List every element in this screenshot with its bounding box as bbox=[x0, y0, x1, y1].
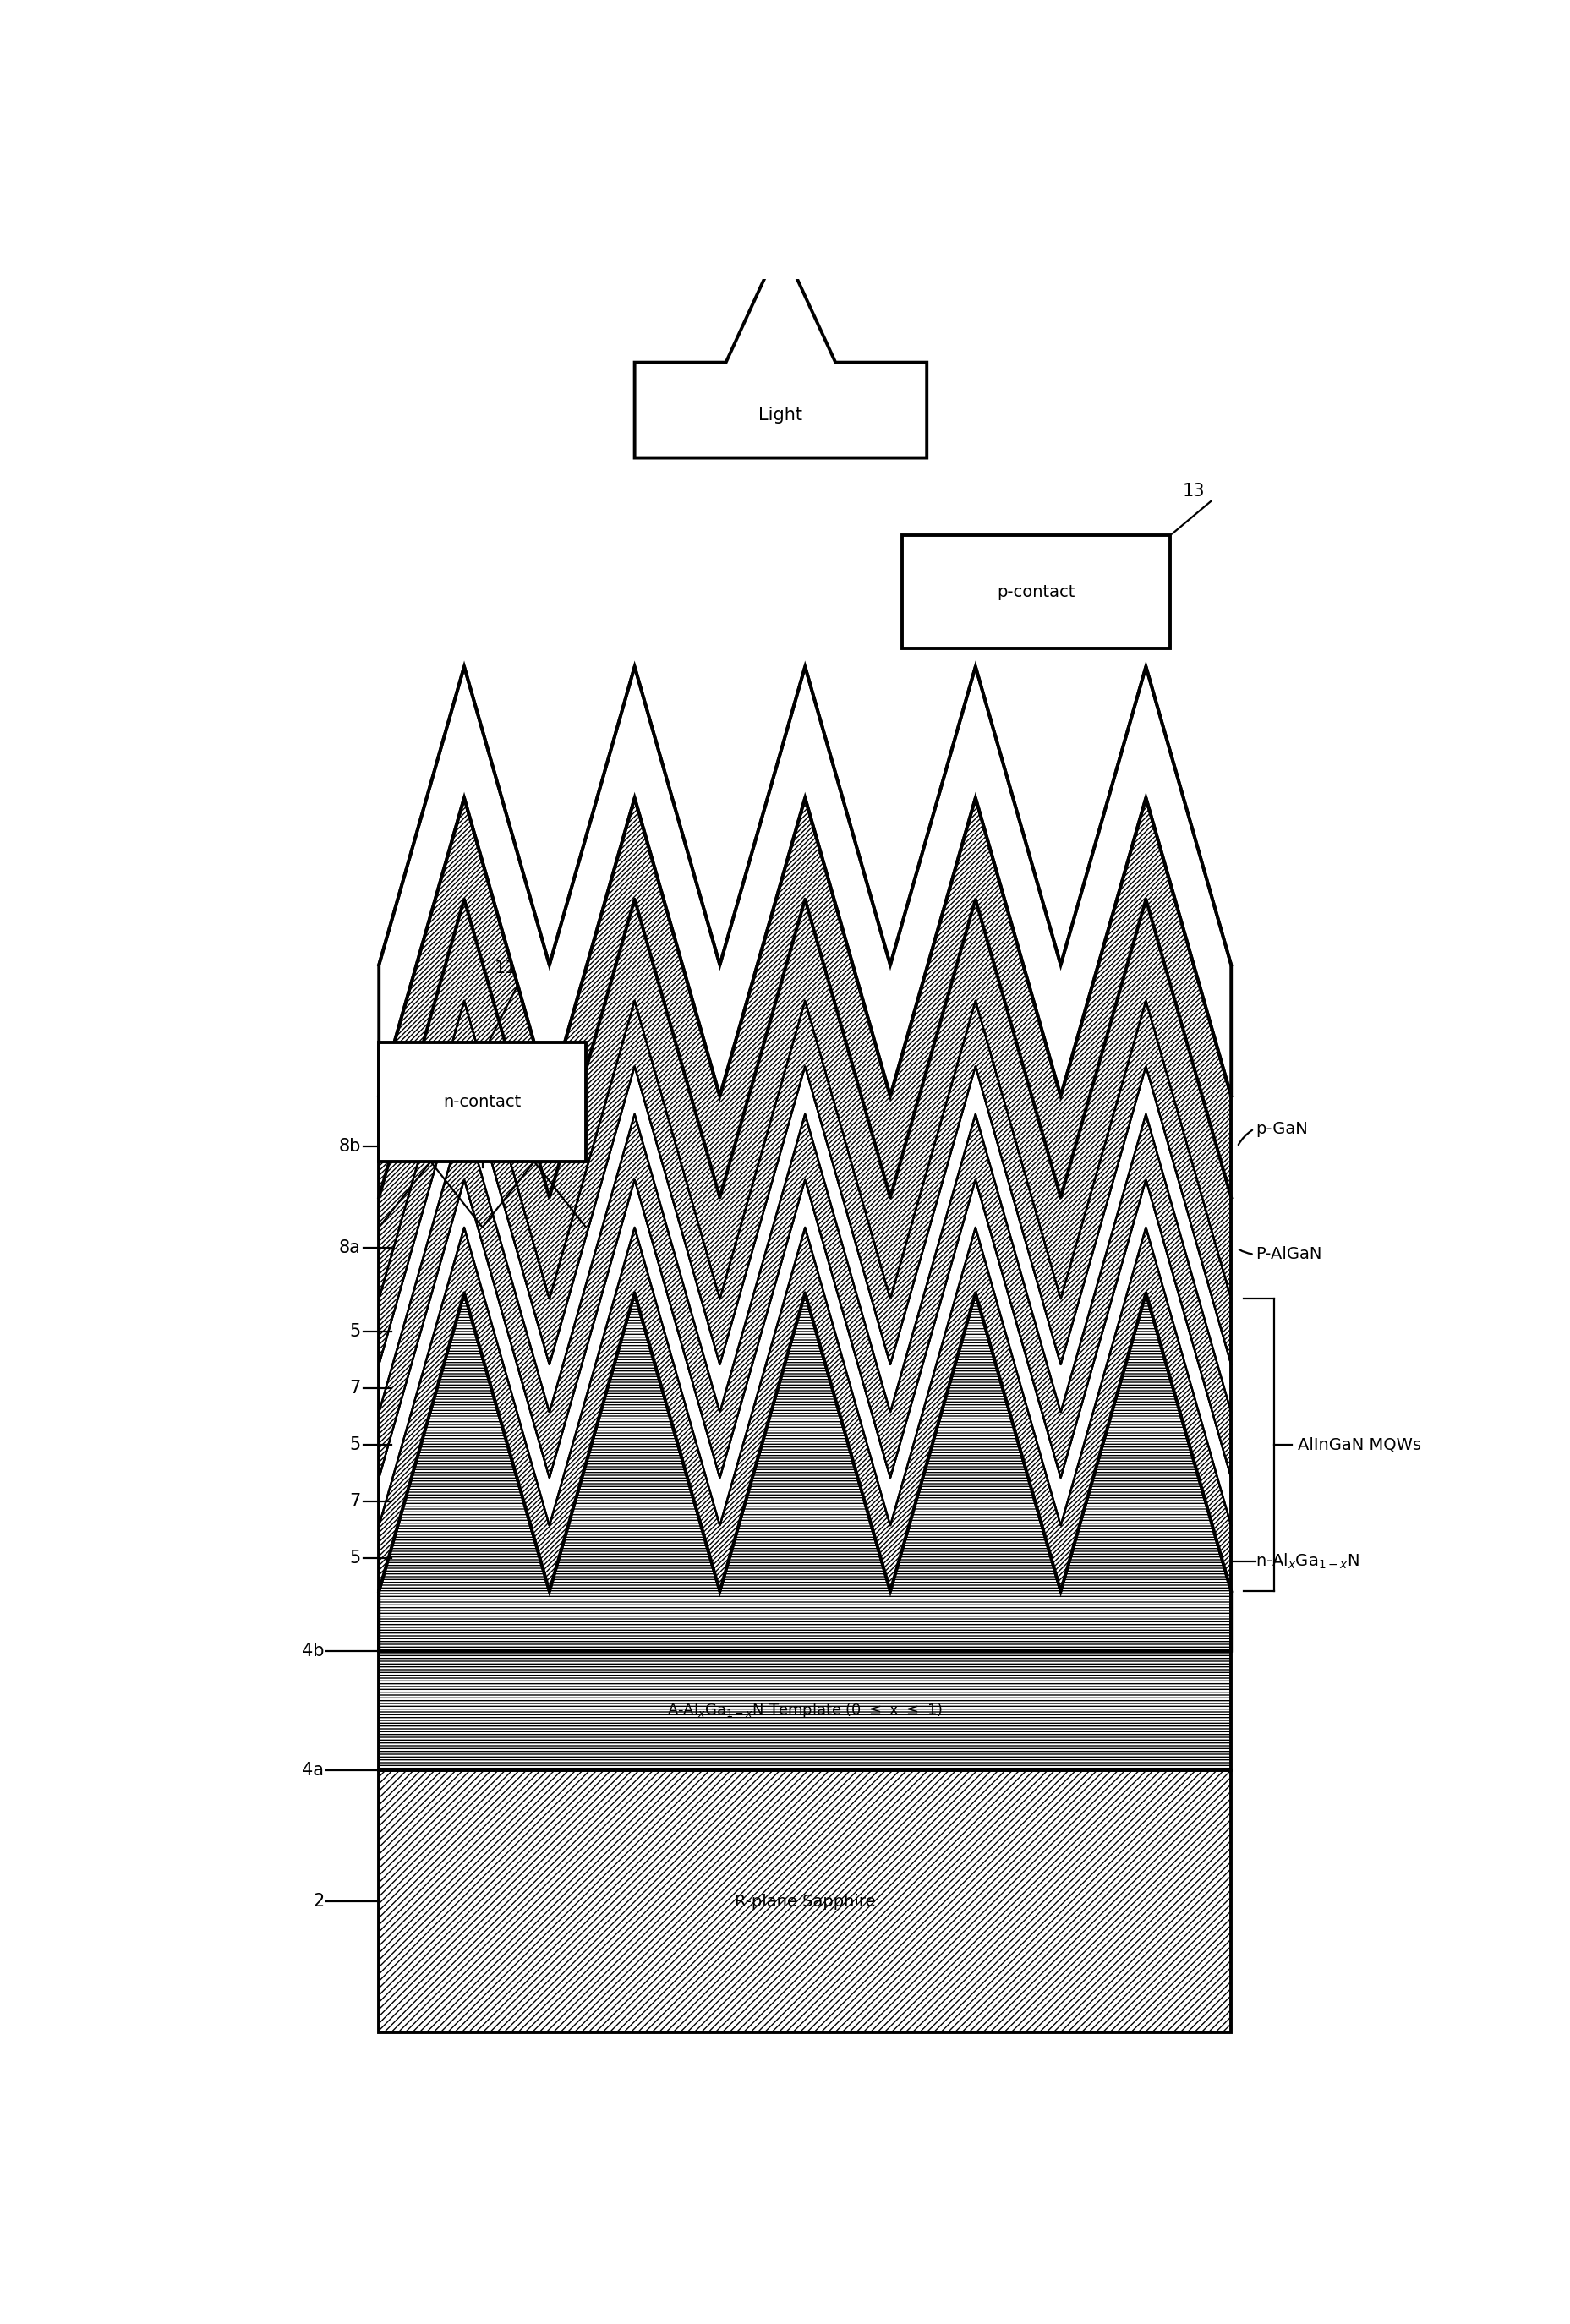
Polygon shape bbox=[378, 1292, 1231, 1650]
Polygon shape bbox=[378, 899, 1231, 1299]
Text: 7: 7 bbox=[349, 1494, 361, 1511]
Bar bbox=[378, 1592, 1231, 1650]
Polygon shape bbox=[378, 1002, 1231, 1364]
Polygon shape bbox=[378, 797, 1231, 1197]
Text: 7: 7 bbox=[349, 1380, 361, 1397]
Polygon shape bbox=[378, 1227, 1231, 1592]
Bar bbox=[901, 535, 1170, 648]
Text: 11: 11 bbox=[495, 960, 517, 976]
Text: 2: 2 bbox=[312, 1892, 323, 1910]
Polygon shape bbox=[378, 1067, 1231, 1413]
Text: 5: 5 bbox=[349, 1322, 361, 1341]
Text: 5: 5 bbox=[349, 1436, 361, 1452]
Text: P-AlGaN: P-AlGaN bbox=[1254, 1246, 1320, 1262]
Text: A-Al$_x$Ga$_{1-x}$N Template (0 $\leq$ x $\leq$ 1): A-Al$_x$Ga$_{1-x}$N Template (0 $\leq$ x… bbox=[667, 1701, 942, 1720]
Polygon shape bbox=[378, 1181, 1231, 1525]
Text: n-contact: n-contact bbox=[443, 1095, 521, 1111]
Text: n-Al$_x$Ga$_{1-x}$N: n-Al$_x$Ga$_{1-x}$N bbox=[1254, 1552, 1358, 1571]
Polygon shape bbox=[378, 667, 1231, 1097]
Text: 4a: 4a bbox=[301, 1762, 323, 1778]
Polygon shape bbox=[378, 1113, 1231, 1478]
Text: Light: Light bbox=[758, 407, 802, 423]
Text: 13: 13 bbox=[1182, 483, 1204, 500]
Text: AlInGaN MQWs: AlInGaN MQWs bbox=[1297, 1436, 1421, 1452]
Text: 8a: 8a bbox=[339, 1239, 361, 1257]
Text: R-plane Sapphire: R-plane Sapphire bbox=[735, 1894, 874, 1910]
Text: 8b: 8b bbox=[338, 1139, 361, 1155]
Bar bbox=[378, 1771, 1231, 2034]
Text: 5: 5 bbox=[349, 1550, 361, 1566]
Text: p-GaN: p-GaN bbox=[1254, 1120, 1306, 1136]
Bar bbox=[378, 1043, 586, 1162]
Bar bbox=[378, 1650, 1231, 1771]
Text: p-contact: p-contact bbox=[997, 583, 1075, 600]
Polygon shape bbox=[634, 244, 926, 458]
Text: 4b: 4b bbox=[301, 1643, 323, 1659]
